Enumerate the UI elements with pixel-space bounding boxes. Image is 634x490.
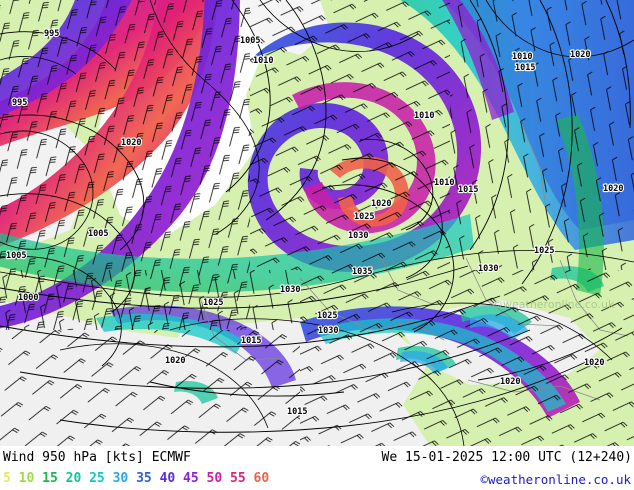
isobar-label: 1020 (371, 199, 391, 209)
weather-map[interactable]: 1000 1005 1005 995 995 1010 1015 1020 1025 1030 10… (0, 0, 634, 446)
copyright-notice: ©weatheronline.co.uk (480, 472, 631, 487)
isobars (0, 0, 631, 433)
isobar-label: 1005 (88, 229, 108, 239)
isobar-label: 1015 (241, 336, 261, 346)
scale-value-15: 15 (42, 471, 58, 486)
isobar-label: 1025 (354, 212, 374, 222)
isobar-label: 1015 (458, 185, 478, 195)
scale-value-30: 30 (112, 471, 129, 486)
isobar-label: 1005 (240, 36, 260, 46)
isobar-label: 1030 (280, 285, 300, 295)
isobar-label: 1010 (434, 178, 454, 188)
isobar-label: 995 (12, 98, 27, 108)
isobar-label: 1030 (348, 231, 368, 241)
scale-value-25: 25 (89, 471, 105, 486)
wind-speed-colour-scale: 5 10 15 20 25 30 35 40 45 50 55 60 ©weat… (0, 469, 634, 490)
isobar-label: 1025 (534, 246, 554, 256)
isobar-labels: 1000100510059959951010101510201025103010… (5, 28, 625, 418)
scale-value-60: 60 (253, 471, 270, 486)
footer-title-row: Wind 950 hPa [kts] ECMWF We 15-01-2025 1… (0, 446, 634, 469)
scale-value-45: 45 (183, 471, 199, 486)
isobar-label: 1030 (318, 326, 338, 336)
model-run-info: We 15-01-2025 12:00 UTC (12+240) (381, 450, 632, 465)
scale-value-20: 20 (65, 471, 82, 486)
isobar-label: 1015 (287, 407, 307, 417)
map-watermark: ©weatheronline.co.uk (492, 298, 615, 311)
isobar-label: 1025 (203, 298, 223, 308)
isobar-label: 1005 (6, 251, 26, 261)
scale-value-5: 5 (3, 471, 11, 486)
isobar-label: 1020 (584, 358, 604, 368)
scale-value-50: 50 (206, 471, 223, 486)
isobar-label: 1015 (515, 63, 535, 73)
chart-footer: Wind 950 hPa [kts] ECMWF We 15-01-2025 1… (0, 446, 634, 490)
scale-value-list: 5 10 15 20 25 30 35 40 45 50 55 60 (3, 471, 269, 486)
isobar-label: 1010 (414, 111, 434, 121)
isobar-label: 995 (44, 29, 59, 39)
isobar-label: 1020 (165, 356, 185, 366)
isobar-label: 1010 (512, 52, 532, 62)
scale-value-55: 55 (230, 471, 246, 486)
isobar-label: 1030 (478, 264, 498, 274)
map-canvas: 1000100510059959951010101510201025103010… (0, 0, 634, 446)
wind-barbs (0, 0, 634, 446)
isobar-label: 1020 (603, 184, 623, 194)
chart-title: Wind 950 hPa [kts] ECMWF (3, 450, 191, 465)
isobar-label: 1020 (121, 138, 141, 148)
scale-value-40: 40 (159, 471, 176, 486)
isobar-label: 1020 (570, 50, 590, 60)
isobar-label: 1010 (253, 56, 273, 66)
scale-value-10: 10 (18, 471, 35, 486)
isobar-label: 1000 (18, 293, 38, 303)
scale-value-35: 35 (136, 471, 152, 486)
isobar-label: 1035 (352, 267, 372, 277)
isobar-label: 1025 (317, 311, 337, 321)
isobar-label: 1020 (500, 377, 520, 387)
